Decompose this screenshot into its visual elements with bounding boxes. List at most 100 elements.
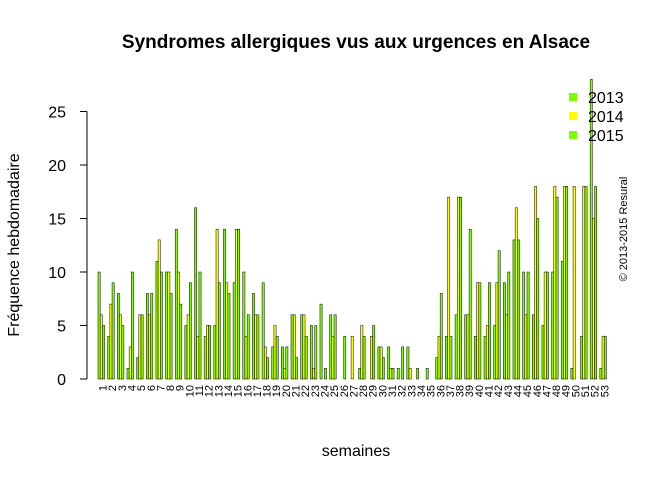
bar-2014-week-39	[466, 314, 470, 380]
bar-2014-week-6	[148, 314, 151, 380]
bar-2013-week-42	[493, 325, 497, 380]
bar-2015-week-6	[150, 293, 154, 380]
x-tick-label: 15	[233, 385, 245, 397]
bar-2014-week-46	[534, 186, 537, 380]
bar-2015-week-36	[439, 293, 443, 380]
x-tick-label: 20	[281, 385, 293, 397]
x-tick-label: 6	[146, 385, 158, 391]
y-tick-label: 15	[48, 212, 66, 229]
bar-2014-week-44	[514, 207, 518, 380]
bar-2015-week-17	[256, 314, 260, 380]
bar-2015-week-43	[507, 271, 511, 380]
bar-2013-week-7	[155, 261, 159, 380]
x-tick-label: 25	[329, 385, 341, 397]
bar-2015-week-26	[343, 335, 347, 380]
y-tick-label: 5	[57, 319, 66, 336]
bar-2015-week-31	[391, 368, 395, 380]
bar-2014-week-33	[408, 368, 412, 380]
bar-2013-week-47	[541, 325, 545, 380]
bar-2013-week-43	[503, 282, 506, 380]
x-tick-label: 36	[435, 385, 447, 397]
bar-2015-week-28	[362, 335, 366, 380]
x-tick-label: 46	[532, 385, 544, 397]
bar-2014-week-20	[283, 368, 286, 380]
x-tick-label: 53	[599, 385, 611, 397]
bar-2013-week-37	[445, 335, 448, 380]
x-tick-label: 26	[339, 385, 351, 397]
x-tick-label: 7	[155, 385, 167, 391]
bar-2013-week-15	[232, 282, 236, 380]
bar-2013-week-35	[425, 368, 429, 380]
bar-2013-week-38	[454, 314, 458, 380]
bar-2014-week-50	[572, 186, 576, 380]
bar-2013-week-46	[532, 314, 535, 380]
bar-2014-week-18	[264, 346, 267, 380]
bar-2013-week-9	[174, 228, 178, 380]
bar-2015-week-10	[189, 282, 192, 380]
x-tick-label: 31	[387, 385, 399, 397]
bar-2014-week-8	[167, 271, 171, 380]
bar-2014-week-16	[244, 335, 248, 380]
legend-swatch-2015	[569, 131, 577, 139]
bar-2013-week-4	[126, 368, 130, 380]
bar-2013-week-19	[271, 346, 275, 380]
x-tick-label: 27	[348, 385, 360, 397]
bar-2015-week-45	[526, 271, 530, 380]
bar-2015-week-19	[275, 335, 279, 380]
bar-2015-week-2	[111, 282, 115, 380]
y-tick-label: 20	[48, 158, 66, 175]
bar-2014-week-51	[582, 186, 586, 380]
bar-2014-week-10	[186, 314, 190, 380]
bar-2013-week-36	[435, 357, 439, 380]
x-tick-label: 38	[455, 385, 467, 397]
x-axis-label: semaines	[322, 443, 390, 460]
x-tick-label: 5	[136, 385, 148, 391]
legend-label-2013: 2013	[588, 90, 624, 107]
x-tick-label: 8	[165, 385, 177, 391]
bar-2014-week-7	[157, 239, 161, 380]
bar-2015-week-15	[237, 228, 240, 380]
x-tick-label: 13	[213, 385, 225, 397]
bar-2015-week-48	[555, 196, 559, 380]
bar-2015-week-14	[227, 293, 231, 380]
bar-2013-week-8	[165, 271, 169, 380]
bar-2015-week-53	[603, 335, 607, 380]
bar-2013-week-49	[560, 261, 564, 380]
bar-2014-week-14	[225, 282, 229, 380]
bar-2015-week-51	[584, 186, 588, 380]
x-tick-label: 11	[194, 385, 206, 396]
bar-2013-week-25	[329, 314, 333, 380]
x-tick-label: 9	[175, 385, 187, 391]
bar-2014-week-30	[379, 346, 383, 380]
bar-2015-week-41	[488, 282, 491, 380]
x-tick-label: 12	[204, 385, 216, 397]
x-tick-label: 32	[397, 385, 409, 397]
bar-2013-week-10	[184, 325, 188, 380]
x-tick-label: 34	[416, 385, 428, 397]
bar-2015-week-40	[478, 282, 482, 380]
bar-2013-week-48	[551, 271, 554, 380]
y-axis-label: Fréquence hebdomadaire	[6, 153, 23, 336]
bar-2015-week-18	[266, 357, 269, 380]
bar-2014-week-19	[273, 325, 277, 380]
bar-2015-week-5	[140, 314, 144, 380]
credit-text: © 2013-2015 Resural	[618, 177, 630, 282]
bar-2015-week-30	[382, 357, 385, 380]
bar-2015-week-24	[324, 368, 327, 380]
bar-2014-week-3	[119, 314, 122, 380]
bar-2013-week-40	[474, 335, 477, 380]
bar-2014-week-37	[447, 196, 451, 380]
bar-2013-week-5	[136, 357, 140, 380]
bar-2013-week-14	[223, 228, 226, 380]
x-tick-label: 18	[262, 385, 274, 397]
x-tick-label: 21	[291, 385, 303, 397]
bar-2014-week-21	[292, 314, 296, 380]
x-tick-labels: 1234567891011121314151617181920212223242…	[98, 385, 612, 397]
bar-2015-week-22	[304, 335, 308, 380]
bar-2015-week-38	[459, 196, 462, 380]
bar-2014-week-52	[592, 218, 595, 380]
bar-2013-week-31	[387, 346, 390, 380]
x-tick-label: 2	[107, 385, 119, 391]
bar-2014-week-29	[370, 335, 373, 380]
bar-2014-week-25	[331, 335, 335, 380]
